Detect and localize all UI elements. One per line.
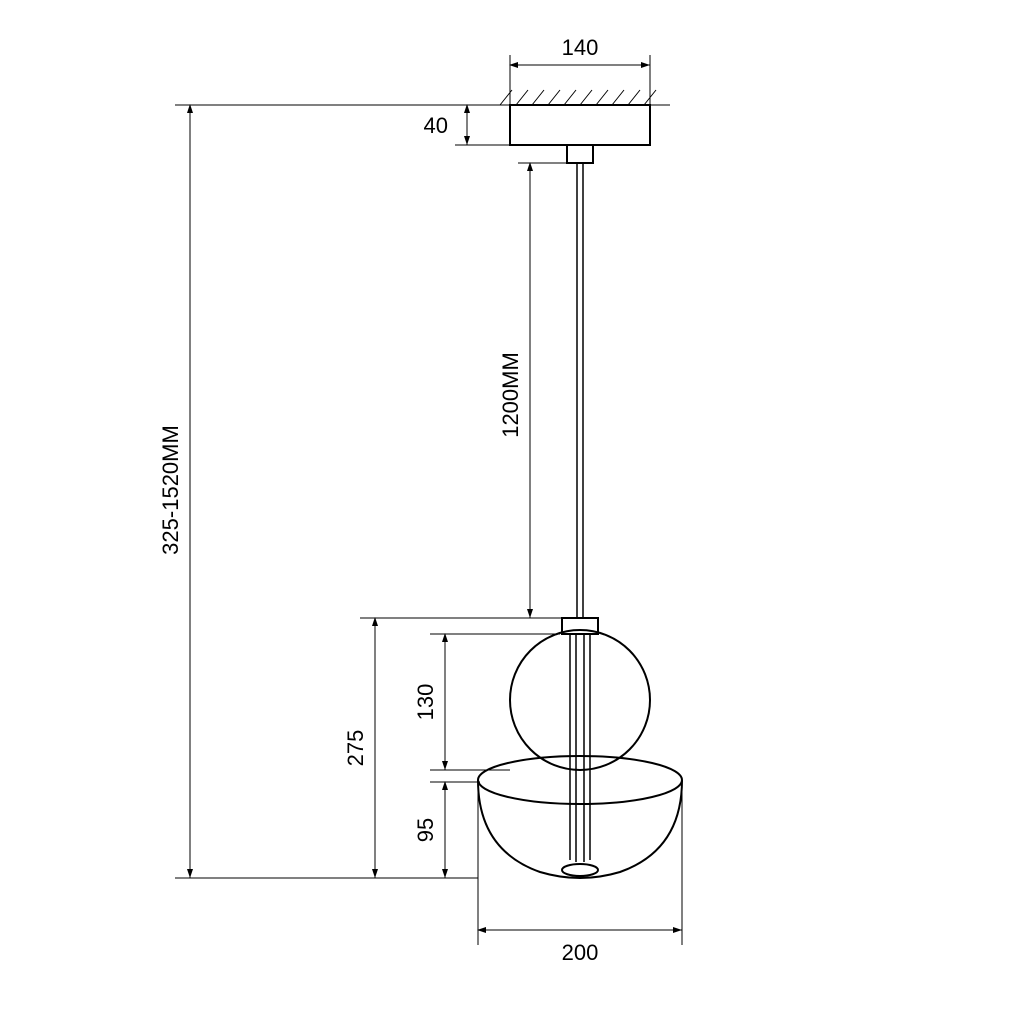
dim-canopy-height-value: 40 bbox=[424, 113, 448, 138]
dim-overall-height-value: 325-1520MM bbox=[158, 425, 183, 555]
dim-upper-globe: 130 bbox=[413, 634, 560, 770]
technical-drawing: 140 40 1200MM 325-1520MM 275 130 bbox=[0, 0, 1024, 1024]
lower-bowl bbox=[478, 756, 682, 878]
pendant-lamp bbox=[478, 90, 682, 878]
inner-rod bbox=[570, 634, 590, 862]
dim-cord-length: 1200MM bbox=[498, 163, 567, 618]
dim-lower-bowl-width-value: 200 bbox=[562, 940, 599, 965]
dim-overall-height: 325-1520MM bbox=[158, 105, 510, 878]
bottom-cap bbox=[562, 864, 598, 876]
dim-lower-bowl-height: 95 bbox=[413, 782, 480, 878]
cord bbox=[577, 163, 583, 618]
dim-lower-bowl-height-value: 95 bbox=[413, 818, 438, 842]
dim-cord-length-value: 1200MM bbox=[498, 352, 523, 438]
ceiling-hatch bbox=[495, 90, 670, 105]
dim-canopy-height: 40 bbox=[424, 105, 510, 145]
upper-globe bbox=[510, 630, 650, 770]
dim-body-height-value: 275 bbox=[343, 730, 368, 767]
canopy bbox=[510, 105, 650, 145]
canopy-stem bbox=[567, 145, 593, 163]
dim-canopy-width: 140 bbox=[510, 35, 650, 105]
dim-canopy-width-value: 140 bbox=[562, 35, 599, 60]
dim-upper-globe-value: 130 bbox=[413, 684, 438, 721]
